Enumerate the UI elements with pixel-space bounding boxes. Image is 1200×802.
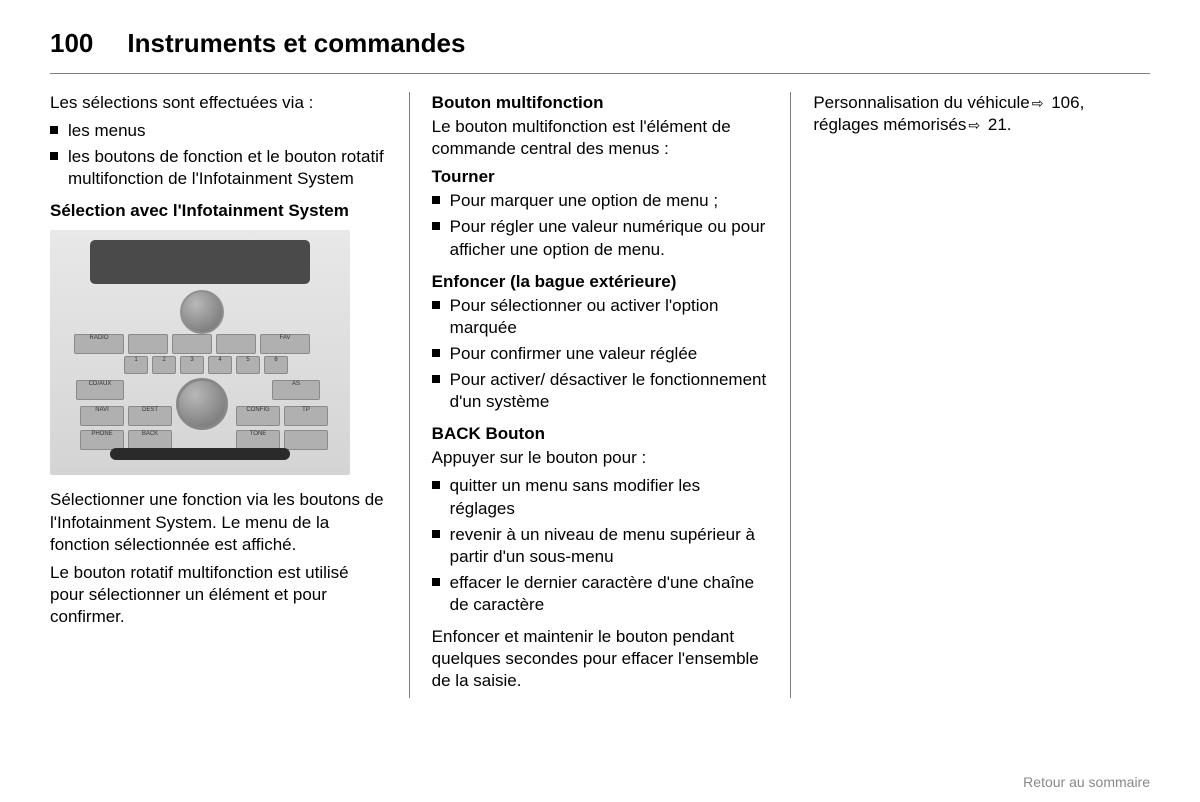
col1-para1: Sélectionner une fonction via les bouton… bbox=[50, 489, 387, 555]
list-item: Pour activer/ désactiver le fonctionneme… bbox=[432, 369, 769, 413]
figure-spacer bbox=[176, 430, 232, 450]
list-item: Pour régler une valeur numérique ou pour… bbox=[432, 216, 769, 260]
figure-button bbox=[284, 430, 328, 450]
figure-knob-top bbox=[180, 290, 224, 334]
col2-p5: Enfoncer et maintenir le bouton pendant … bbox=[432, 626, 769, 692]
col2-h2: Tourner bbox=[432, 166, 769, 188]
page-header: 100 Instruments et commandes bbox=[50, 28, 1150, 74]
figure-button: CONFIG bbox=[236, 406, 280, 426]
figure-button: 3 bbox=[180, 356, 204, 374]
col2-p1: Le bouton multifonction est l'élément de… bbox=[432, 116, 769, 160]
figure-button: NAVI bbox=[80, 406, 124, 426]
col3-line1-text: Personnalisation du véhicule bbox=[813, 93, 1029, 112]
list-item: les boutons de fonction et le bouton rot… bbox=[50, 146, 387, 190]
figure-button: 6 bbox=[264, 356, 288, 374]
col3-crossref: Personnalisation du véhicule 106, réglag… bbox=[813, 92, 1150, 136]
col2-bullets-back: quitter un menu sans modifier les réglag… bbox=[432, 475, 769, 616]
figure-button bbox=[128, 334, 168, 354]
col2-h3: Enfoncer (la bague extérieure) bbox=[432, 271, 769, 293]
figure-button: PHONE bbox=[80, 430, 124, 450]
figure-spacer bbox=[176, 406, 232, 426]
col3-line2-ref: 21. bbox=[983, 115, 1011, 134]
crossref-arrow-icon bbox=[1030, 93, 1047, 112]
column-3: Personnalisation du véhicule 106, réglag… bbox=[791, 92, 1150, 698]
infotainment-panel-figure: RADIO FAV 1 2 3 4 5 6 CD/AUX AS bbox=[50, 230, 350, 475]
figure-button: FAV bbox=[260, 334, 310, 354]
crossref-arrow-icon bbox=[966, 115, 983, 134]
figure-display bbox=[90, 240, 310, 284]
list-item: Pour marquer une option de menu ; bbox=[432, 190, 769, 212]
section-title: Instruments et commandes bbox=[127, 28, 465, 59]
figure-button: 4 bbox=[208, 356, 232, 374]
figure-button bbox=[216, 334, 256, 354]
content-columns: Les sélections sont effectuées via : les… bbox=[50, 92, 1150, 698]
figure-button: CD/AUX bbox=[76, 380, 124, 400]
figure-side-left: CD/AUX bbox=[76, 380, 124, 400]
figure-button: DEST bbox=[128, 406, 172, 426]
list-item: Pour confirmer une valeur réglée bbox=[432, 343, 769, 365]
col1-intro: Les sélections sont effectuées via : bbox=[50, 92, 387, 114]
list-item: Pour sélectionner ou activer l'option ma… bbox=[432, 295, 769, 339]
column-2: Bouton multifonction Le bouton multifonc… bbox=[410, 92, 792, 698]
figure-button: 2 bbox=[152, 356, 176, 374]
page-number: 100 bbox=[50, 28, 93, 59]
figure-button-row-bottom: NAVI DEST CONFIG TP PHONE BACK TONE bbox=[80, 406, 330, 450]
list-item: quitter un menu sans modifier les réglag… bbox=[432, 475, 769, 519]
col1-subhead: Sélection avec l'Infotainment System bbox=[50, 200, 387, 222]
figure-button: TP bbox=[284, 406, 328, 426]
figure-side-right: AS bbox=[272, 380, 320, 400]
list-item: effacer le dernier caractère d'une chaîn… bbox=[432, 572, 769, 616]
column-1: Les sélections sont effectuées via : les… bbox=[50, 92, 410, 698]
figure-button: BACK bbox=[128, 430, 172, 450]
return-to-toc-link[interactable]: Retour au sommaire bbox=[1023, 774, 1150, 790]
col2-p4: Appuyer sur le bouton pour : bbox=[432, 447, 769, 469]
col2-h4: BACK Bouton bbox=[432, 423, 769, 445]
list-item: les menus bbox=[50, 120, 387, 142]
col2-bullets-enfoncer: Pour sélectionner ou activer l'option ma… bbox=[432, 295, 769, 413]
col3-line1-ref: 106, bbox=[1047, 93, 1085, 112]
figure-button bbox=[172, 334, 212, 354]
col1-para2: Le bouton rotatif multifonction est util… bbox=[50, 562, 387, 628]
figure-button: 5 bbox=[236, 356, 260, 374]
figure-disc-slot bbox=[110, 448, 290, 460]
figure-button: AS bbox=[272, 380, 320, 400]
col3-line2-text: réglages mémorisés bbox=[813, 115, 966, 134]
col1-intro-bullets: les menus les boutons de fonction et le … bbox=[50, 120, 387, 190]
col2-h1: Bouton multifonction bbox=[432, 92, 769, 114]
figure-button: RADIO bbox=[74, 334, 124, 354]
col2-bullets-tourner: Pour marquer une option de menu ; Pour r… bbox=[432, 190, 769, 260]
list-item: revenir à un niveau de menu supérieur à … bbox=[432, 524, 769, 568]
figure-number-row: 1 2 3 4 5 6 bbox=[124, 356, 288, 374]
figure-button-row-top: RADIO FAV bbox=[74, 334, 310, 354]
figure-button: TONE bbox=[236, 430, 280, 450]
figure-button: 1 bbox=[124, 356, 148, 374]
